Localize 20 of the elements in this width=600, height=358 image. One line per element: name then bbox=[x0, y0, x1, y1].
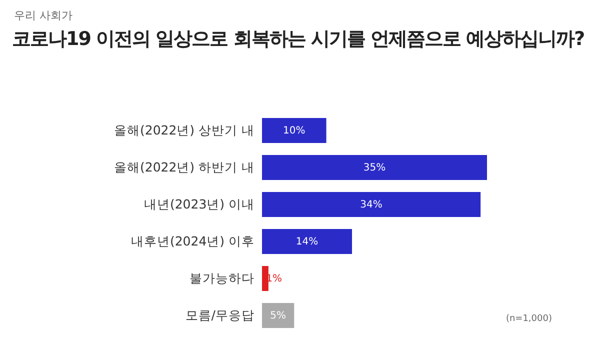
y-tick-label: 불가능하다 bbox=[190, 270, 254, 286]
bar bbox=[262, 118, 326, 143]
data-label: 34% bbox=[360, 200, 382, 210]
y-tick-label: 올해(2022년) 하반기 내 bbox=[114, 160, 254, 174]
bar bbox=[262, 229, 352, 254]
bar bbox=[262, 266, 268, 291]
text: (n=1,000) bbox=[506, 314, 552, 324]
y-tick-label: 모름/무응답 bbox=[185, 308, 254, 322]
bar bbox=[262, 303, 294, 328]
bar bbox=[262, 155, 487, 180]
data-label: 14% bbox=[296, 236, 318, 248]
y-tick-label: 내후년(2024년) 이후 bbox=[130, 234, 254, 248]
data-label: 35% bbox=[363, 162, 386, 174]
bar bbox=[262, 192, 481, 217]
y-tick-label: 내년(2023년) 이내 bbox=[144, 196, 254, 212]
chart-title: 코로나19 이전의 일상으로 회복하는 시기를 언제쯤으로 예상하십니까? bbox=[12, 27, 584, 52]
data-label: 10% bbox=[283, 126, 306, 136]
text: 우리 사회가 bbox=[14, 8, 72, 23]
y-tick-label: 올해(2022년) 상반기 내 bbox=[114, 122, 254, 138]
data-label: 5% bbox=[270, 310, 286, 322]
